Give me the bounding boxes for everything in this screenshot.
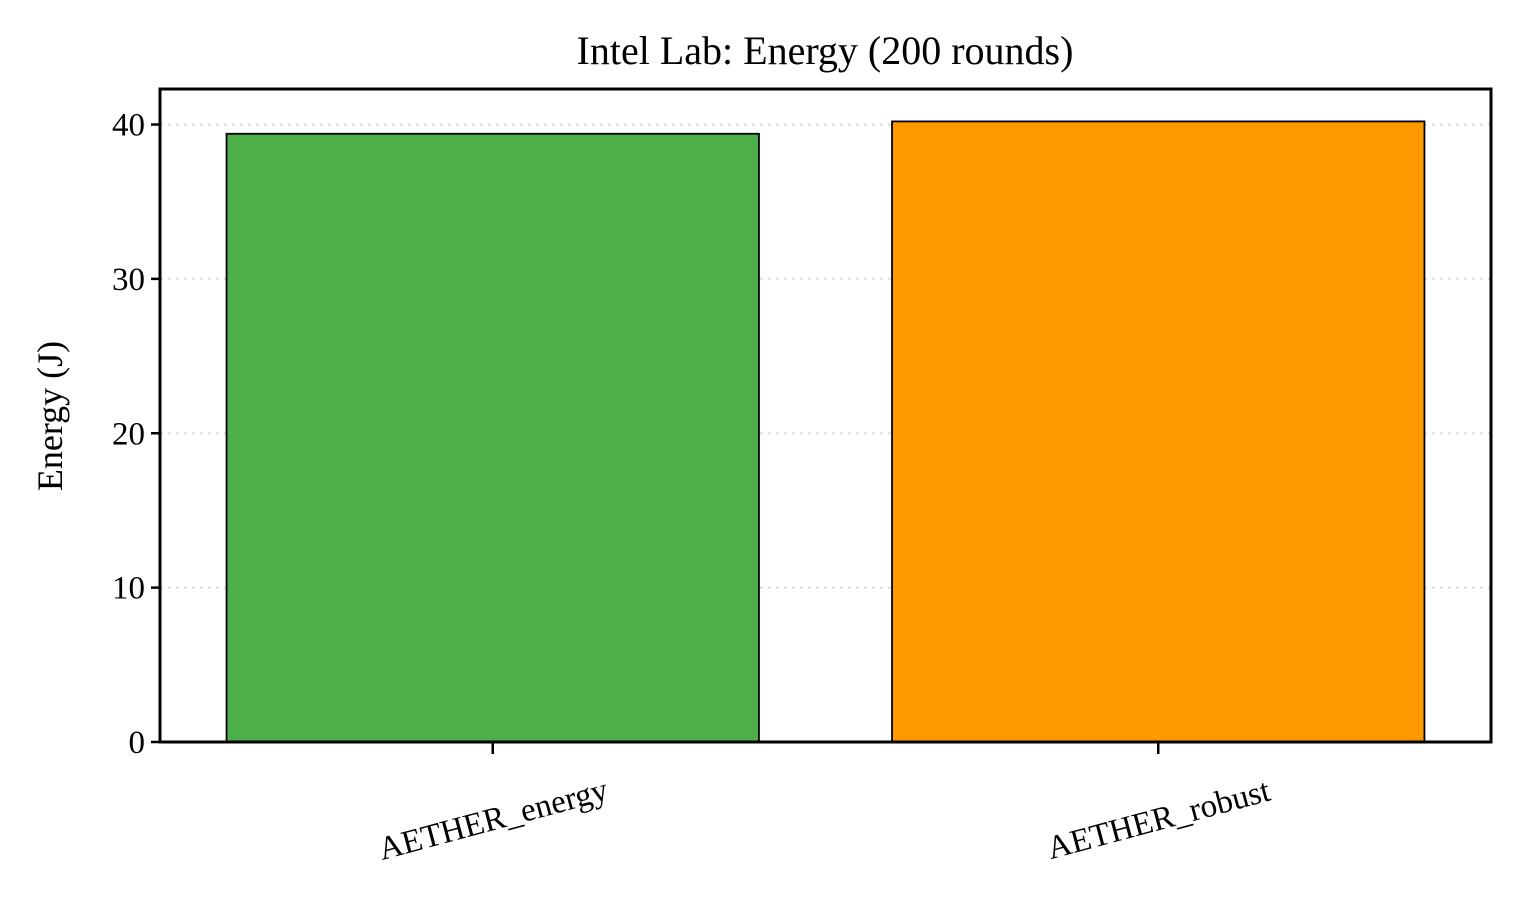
y-tick-label: 30: [112, 262, 145, 298]
gridlines: [160, 123, 1491, 589]
y-tick-label: 20: [112, 416, 145, 452]
x-axis-ticks: AETHER_energy AETHER_robust: [375, 742, 1274, 868]
y-axis-label: Energy (J): [30, 341, 70, 491]
y-tick-label: 0: [129, 725, 146, 761]
x-tick-label: AETHER_energy: [375, 772, 613, 868]
bars: [225, 120, 1426, 743]
bar-aether-robust: [891, 120, 1426, 743]
x-tick-label: AETHER_robust: [1043, 773, 1274, 867]
y-axis-ticks: 0 10 20 30 40: [112, 108, 160, 761]
chart-title: Intel Lab: Energy (200 rounds): [577, 28, 1074, 73]
bar-aether-energy: [225, 132, 760, 743]
y-tick-label: 10: [112, 571, 145, 607]
plot-frame: [158, 87, 1493, 744]
y-tick-label: 40: [112, 108, 145, 144]
